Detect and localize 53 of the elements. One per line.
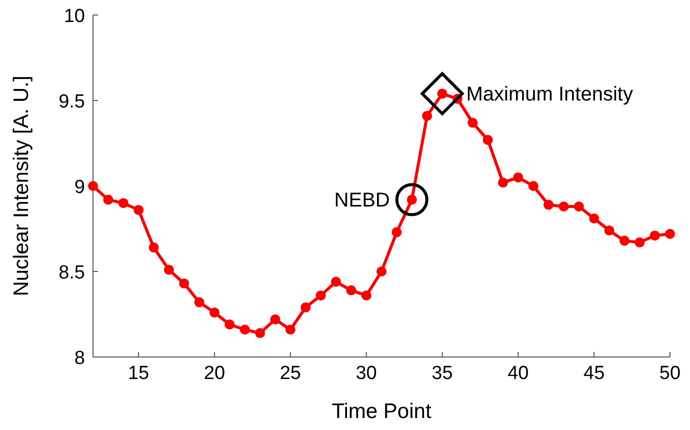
point — [574, 202, 584, 212]
y-tick-label: 8.5 — [58, 262, 85, 284]
x-tick-label: 45 — [584, 363, 605, 384]
x-tick-label: 35 — [432, 363, 453, 384]
point — [148, 242, 159, 253]
y-tick-label: 9 — [74, 177, 85, 198]
point — [300, 302, 311, 312]
point — [316, 290, 326, 300]
x-tick-label: 50 — [659, 363, 681, 384]
y-tick-label: 9.5 — [58, 92, 85, 112]
point — [209, 308, 220, 318]
point — [589, 213, 600, 224]
point — [330, 276, 341, 287]
point — [619, 236, 630, 246]
point — [103, 194, 114, 205]
point — [513, 172, 524, 182]
point — [285, 324, 296, 335]
point — [376, 266, 386, 276]
point — [558, 202, 569, 212]
point — [134, 204, 144, 215]
point — [604, 225, 614, 236]
annotation: Maximum Intensity — [466, 84, 633, 106]
x-tick-label: 20 — [204, 363, 226, 384]
point — [240, 324, 250, 335]
point — [179, 278, 190, 288]
point — [468, 118, 478, 128]
point — [544, 200, 554, 210]
x-tick-label: 15 — [128, 363, 150, 384]
point — [361, 290, 372, 300]
annotation: NEBD — [334, 190, 390, 212]
y-tick-label: 10 — [64, 6, 85, 27]
y-axis-title: Nuclear Intensity [A. U.] — [10, 76, 33, 296]
point — [422, 110, 432, 121]
point — [270, 314, 280, 324]
point — [634, 237, 645, 248]
y-tick-label: 8 — [74, 348, 85, 369]
point — [498, 178, 508, 188]
point — [224, 320, 235, 330]
point — [665, 228, 675, 239]
x-axis-title: Time Point — [332, 400, 432, 423]
x-tick-label: 40 — [508, 363, 529, 384]
point — [346, 285, 356, 296]
point — [482, 134, 493, 145]
x-tick-label: 30 — [356, 363, 377, 384]
point — [650, 230, 660, 241]
point — [118, 198, 128, 208]
point — [164, 264, 174, 275]
point — [194, 297, 204, 308]
point — [255, 328, 266, 338]
point — [88, 181, 98, 191]
point — [528, 181, 538, 191]
point — [392, 227, 402, 238]
x-tick-label: 25 — [280, 363, 301, 384]
